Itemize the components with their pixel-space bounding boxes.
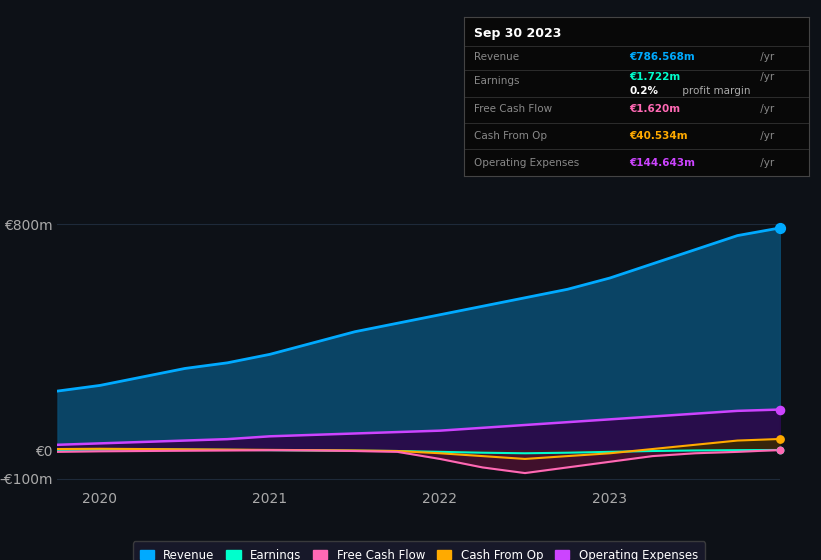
Text: €786.568m: €786.568m (630, 53, 695, 63)
Text: Earnings: Earnings (475, 76, 520, 86)
Text: Sep 30 2023: Sep 30 2023 (475, 27, 562, 40)
Text: profit margin: profit margin (680, 86, 751, 96)
Text: Revenue: Revenue (475, 53, 520, 63)
Point (773, 445, 787, 454)
Text: €1.620m: €1.620m (630, 104, 681, 114)
Point (773, 405, 787, 414)
Text: /yr: /yr (757, 130, 774, 141)
Text: /yr: /yr (757, 104, 774, 114)
Text: 0.2%: 0.2% (630, 86, 658, 96)
Legend: Revenue, Earnings, Free Cash Flow, Cash From Op, Operating Expenses: Revenue, Earnings, Free Cash Flow, Cash … (132, 542, 705, 560)
Text: Free Cash Flow: Free Cash Flow (475, 104, 553, 114)
Text: /yr: /yr (757, 72, 774, 82)
Text: €144.643m: €144.643m (630, 158, 695, 168)
Text: Cash From Op: Cash From Op (475, 130, 548, 141)
Text: Operating Expenses: Operating Expenses (475, 158, 580, 168)
Text: €40.534m: €40.534m (630, 130, 688, 141)
Text: €1.722m: €1.722m (630, 72, 681, 82)
Text: /yr: /yr (757, 158, 774, 168)
Point (773, 223, 787, 232)
Point (773, 446, 787, 455)
Text: /yr: /yr (757, 53, 774, 63)
Point (773, 435, 787, 444)
